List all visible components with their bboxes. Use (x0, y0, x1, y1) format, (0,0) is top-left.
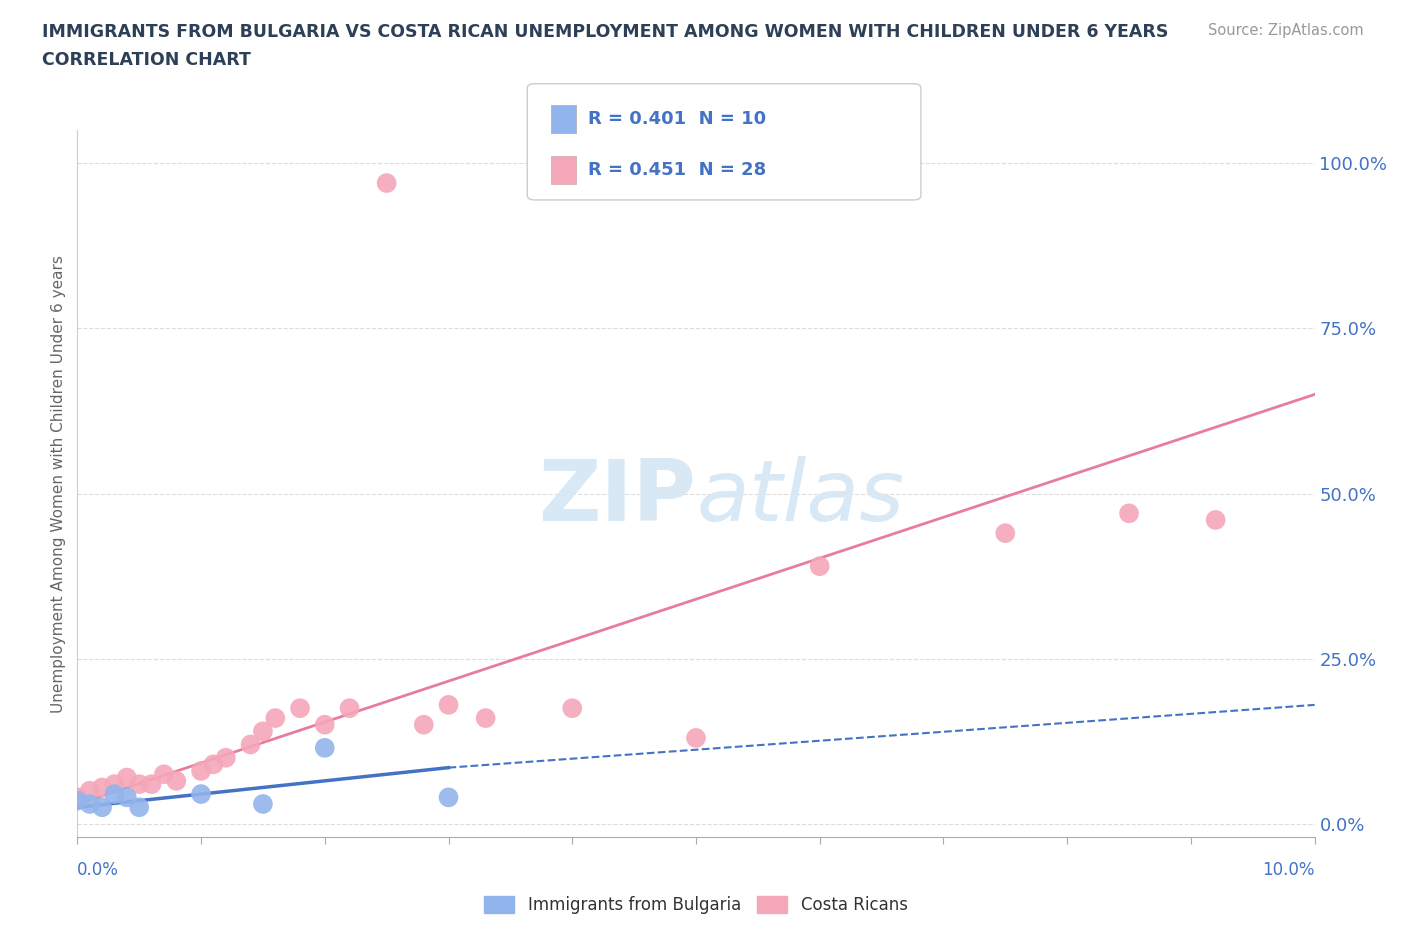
Y-axis label: Unemployment Among Women with Children Under 6 years: Unemployment Among Women with Children U… (51, 255, 66, 712)
Text: R = 0.401  N = 10: R = 0.401 N = 10 (588, 110, 766, 128)
Point (91, 780, 114, 795)
Point (103, 787, 125, 802)
Point (128, 800, 150, 815)
Point (412, 717, 434, 732)
Text: atlas: atlas (696, 457, 904, 539)
Point (288, 700, 311, 715)
Point (128, 777, 150, 791)
Point (66, 793, 89, 808)
Point (561, 700, 583, 715)
Text: 0.0%: 0.0% (77, 860, 120, 879)
Point (165, 774, 187, 789)
Point (239, 737, 262, 752)
Point (103, 777, 125, 791)
Point (685, 730, 707, 745)
Point (91, 800, 114, 815)
Point (808, 559, 831, 574)
Point (202, 757, 225, 772)
Point (339, 700, 361, 715)
Point (115, 790, 138, 804)
Point (437, 698, 460, 712)
Point (141, 777, 163, 791)
Point (314, 717, 336, 732)
Text: IMMIGRANTS FROM BULGARIA VS COSTA RICAN UNEMPLOYMENT AMONG WOMEN WITH CHILDREN U: IMMIGRANTS FROM BULGARIA VS COSTA RICAN … (42, 23, 1168, 41)
Point (264, 711, 287, 725)
Point (994, 525, 1017, 540)
Point (314, 740, 336, 755)
Point (474, 711, 496, 725)
Text: Source: ZipAtlas.com: Source: ZipAtlas.com (1208, 23, 1364, 38)
Point (115, 770, 138, 785)
Point (190, 764, 212, 778)
Point (215, 751, 238, 765)
Point (66, 790, 89, 804)
Legend: Immigrants from Bulgaria, Costa Ricans: Immigrants from Bulgaria, Costa Ricans (478, 889, 914, 921)
Point (79, 796, 101, 811)
Point (153, 767, 176, 782)
Point (1205, 512, 1227, 527)
Point (252, 724, 274, 738)
Point (190, 787, 212, 802)
Point (79, 783, 101, 798)
Text: 10.0%: 10.0% (1263, 860, 1315, 879)
Text: R = 0.451  N = 28: R = 0.451 N = 28 (588, 161, 766, 179)
Point (375, 176, 398, 191)
Point (1118, 506, 1140, 521)
Point (252, 796, 274, 811)
Text: CORRELATION CHART: CORRELATION CHART (42, 51, 252, 69)
Text: ZIP: ZIP (538, 457, 696, 539)
Point (437, 790, 460, 804)
